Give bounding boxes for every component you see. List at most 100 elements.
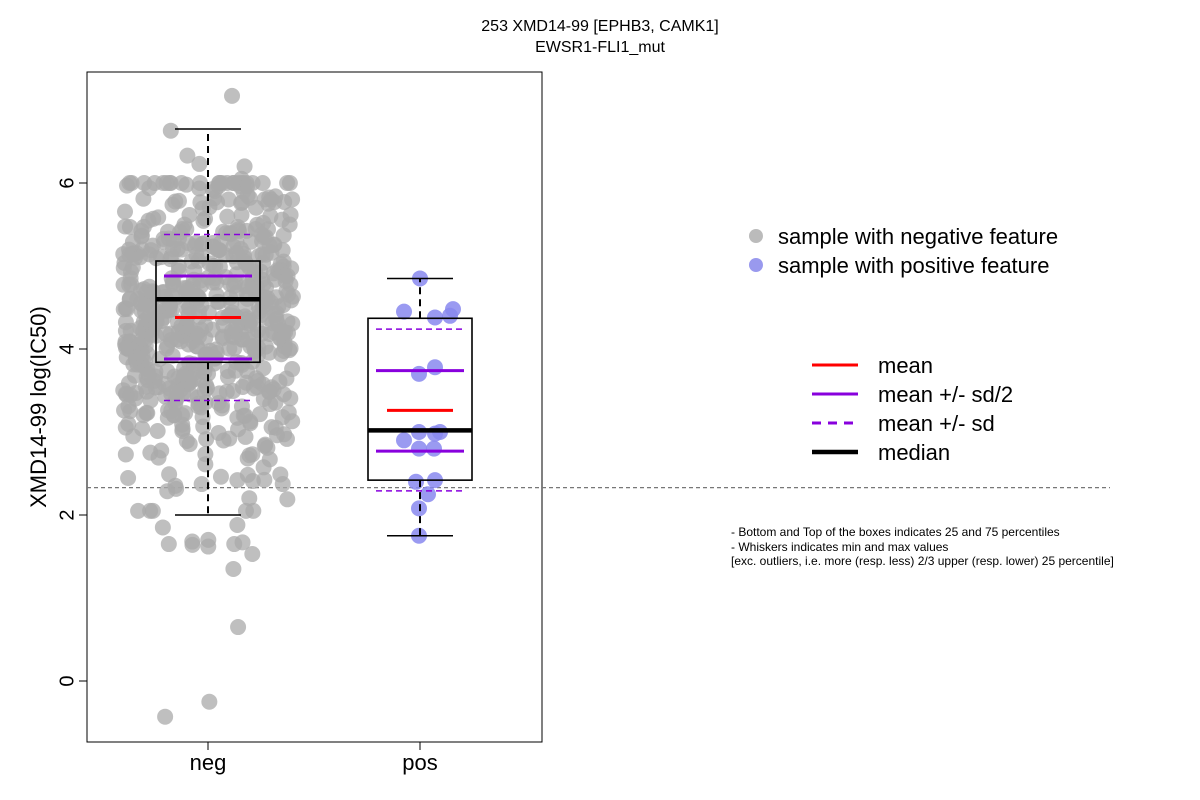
chart-title: 253 XMD14-99 [EPHB3, CAMK1] [481,18,719,35]
legend-line-label: mean +/- sd/2 [878,382,1013,407]
x-tick-label: pos [402,750,437,775]
neg-point [198,431,215,448]
pos-point [411,365,427,382]
neg-point [274,476,291,493]
neg-point [281,342,298,359]
neg-point [242,233,259,250]
note-line-1: - Bottom and Top of the boxes indicates … [731,525,1060,539]
neg-point [136,175,153,191]
box-iqr [155,260,261,364]
neg-point [161,380,178,397]
neg-point [233,170,250,187]
neg-point [160,536,177,553]
neg-point [129,290,146,307]
neg-point [256,289,273,306]
neg-point [229,516,246,533]
neg-point [238,255,255,272]
neg-point [191,155,208,172]
y-tick-label: 6 [56,177,78,188]
neg-point [121,218,138,235]
neg-point [197,446,214,463]
neg-point [117,446,134,463]
neg-point [205,235,222,252]
plot-layer: 0 2 4 6 XMD14-99 log(IC50) neg pos [26,71,1110,775]
pos-point [427,309,443,326]
legend: sample with negative feature sample with … [749,224,1058,465]
neg-point [171,224,188,241]
neg-point [230,421,247,438]
note-line-3: [exc. outliers, i.e. more (resp. less) 2… [731,554,1114,568]
neg-point [149,423,166,440]
neg-point [219,363,236,380]
neg-point [192,175,209,191]
neg-point [224,87,241,104]
neg-point [144,237,161,254]
neg-point [279,175,296,191]
neg-point [134,330,151,347]
neg-point [249,347,266,364]
neg-point [212,468,229,485]
neg-point [225,560,242,577]
neg-point [281,216,298,233]
pos-point [396,303,412,320]
neg-point [170,192,187,209]
y-tick-label: 2 [56,509,78,520]
neg-point [118,340,135,357]
plot-frame [86,71,543,743]
neg-point [166,407,183,424]
neg-point [260,195,277,212]
neg-point [206,270,223,287]
points-layer [115,87,461,725]
neg-point [271,373,288,390]
neg-point [219,175,236,191]
neg-point [233,206,250,223]
neg-point [159,483,176,500]
neg-point [210,425,227,442]
neg-point [219,208,236,225]
neg-point [241,490,258,507]
neg-point [158,325,175,342]
neg-point [275,386,292,403]
neg-point [193,476,210,493]
neg-point [211,385,228,402]
neg-point [255,360,272,377]
neg-point [162,298,179,315]
neg-point [142,502,159,519]
legend-line-label: median [878,440,950,465]
neg-point [122,322,139,339]
neg-point [116,402,133,419]
neg-point [239,466,256,483]
neg-point [213,400,230,417]
neg-point [194,200,211,217]
y-axis: 0 2 4 6 XMD14-99 log(IC50) [26,177,87,687]
neg-point [261,383,278,400]
legend-point-label: sample with negative feature [778,224,1058,249]
neg-point [256,471,273,488]
pos-point [420,486,436,503]
neg-point [261,451,278,468]
box-pos [367,277,473,537]
neg-point [263,419,280,436]
pos-point [427,425,443,442]
neg-point [230,619,247,636]
neg-point [239,450,256,467]
neg-point [191,303,208,320]
neg-point [234,331,251,348]
neg-point [226,536,243,553]
neg-point [123,175,140,191]
neg-point [204,181,221,198]
legend-line-label: mean +/- sd [878,411,995,436]
neg-point [130,502,147,519]
pos-point [442,307,458,324]
neg-point [279,491,296,508]
neg-point [154,519,171,536]
x-tick-label: neg [190,750,227,775]
pos-point [427,359,443,376]
chart-subtitle: EWSR1-FLI1_mut [535,39,665,56]
neg-point [201,693,218,710]
neg-point [257,436,274,453]
neg-point [254,175,271,191]
pos-point [426,440,442,457]
neg-point [174,422,191,439]
legend-point-marker [749,258,763,272]
